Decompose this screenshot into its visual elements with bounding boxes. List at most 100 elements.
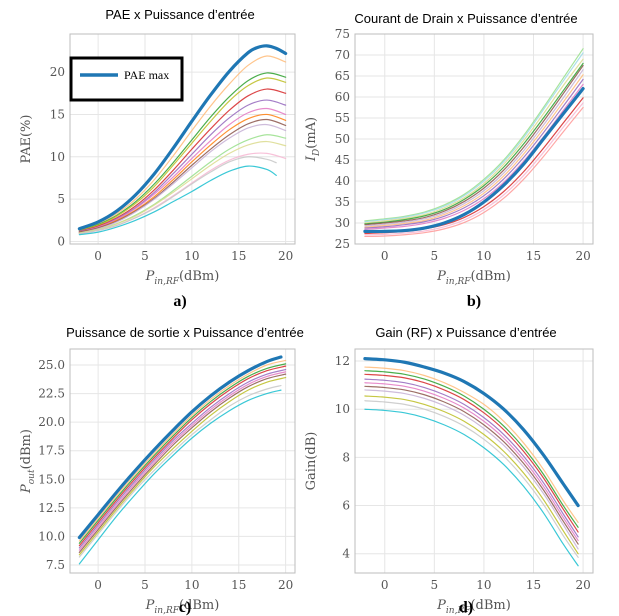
series-lines (363, 48, 585, 238)
x-axis-label-main: P (145, 269, 155, 284)
x-axis-label-unit: (dBm) (470, 598, 510, 613)
chart-title: Puissance de sortie x Puissance d’entrée (66, 325, 304, 340)
x-tick-label: 5 (431, 578, 439, 592)
x-axis-label: Pin,RF(dBm) (145, 269, 220, 287)
x-tick-label: 10 (476, 249, 491, 263)
x-tick-label: 15 (231, 249, 246, 263)
series-line-1 (363, 357, 580, 508)
x-tick-label: 0 (94, 249, 102, 263)
y-axis-label-main: P (19, 484, 34, 494)
y-tick-label: 35 (335, 195, 350, 209)
series-line-4 (78, 77, 287, 232)
chart-title: PAE x Puissance d’entrée (105, 7, 254, 22)
series-line-9 (364, 395, 579, 555)
series-line-4 (78, 365, 287, 547)
legend: PAE max (69, 56, 184, 102)
series-line-12 (364, 102, 584, 236)
x-axis-label-sub: in,RF (154, 277, 179, 287)
x-axis-label: Pin,RF(dBm) (436, 269, 511, 287)
series-line-3 (78, 363, 287, 544)
y-axis-label-unit: (mA) (304, 117, 319, 149)
series-line-4 (364, 373, 579, 533)
series-line-1 (363, 87, 585, 234)
x-tick-label: 0 (381, 249, 389, 263)
series-line-2 (78, 55, 287, 231)
series-line-10 (78, 123, 287, 234)
x-axis-label-sub: in,RF (446, 277, 471, 287)
y-tick-label: 15 (50, 107, 65, 121)
x-tick-label: 20 (278, 578, 293, 592)
series-line-11 (364, 408, 579, 567)
series-line-10 (78, 389, 282, 565)
y-tick-label: 17.5 (38, 444, 65, 458)
x-tick-label: 10 (184, 249, 199, 263)
x-axis-label-unit: (dBm) (179, 269, 219, 284)
y-tick-label: 0 (57, 234, 65, 248)
y-axis-label: Pout(dBm) (19, 429, 37, 494)
panel-label: c) (179, 599, 191, 616)
series-line-15 (78, 165, 277, 236)
series-line-9 (78, 384, 282, 558)
y-tick-label: 20.0 (38, 415, 65, 429)
series-line-5 (78, 368, 287, 549)
x-tick-label: 5 (141, 578, 149, 592)
series-line-6 (364, 382, 579, 542)
y-tick-label: 20 (50, 65, 65, 79)
y-tick-label: 30 (335, 216, 350, 230)
x-axis-label-sub: in,RF (154, 606, 179, 616)
series-line-8 (78, 376, 287, 556)
y-tick-label: 25.0 (38, 358, 65, 372)
series-line-7 (78, 373, 287, 554)
panel-label: b) (467, 293, 481, 310)
series-line-6 (78, 371, 287, 551)
x-tick-label: 0 (381, 578, 389, 592)
series-line-9 (78, 118, 287, 233)
y-tick-label: 10.0 (38, 529, 65, 543)
series-lines (77, 44, 288, 236)
series-line-7 (78, 107, 287, 233)
x-tick-label: 20 (278, 249, 293, 263)
chart-panel-c: Puissance de sortie x Puissance d’entrée… (19, 325, 304, 616)
y-tick-label: 22.5 (38, 387, 65, 401)
series-line-14 (78, 156, 277, 235)
chart-title: Gain (RF) x Puissance d’entrée (375, 325, 556, 340)
x-tick-label: 5 (141, 249, 149, 263)
y-tick-label: 15.0 (38, 472, 65, 486)
y-tick-label: 10 (50, 150, 65, 164)
series-line-5 (364, 62, 584, 225)
y-tick-label: 12.5 (38, 501, 65, 515)
y-axis-label-unit: (dBm) (19, 429, 34, 469)
series-lines (77, 355, 287, 565)
series-line-12 (78, 140, 287, 234)
series-line-8 (78, 113, 287, 233)
series-line-6 (364, 64, 584, 226)
series-line-13 (364, 106, 584, 238)
x-axis-label-main: P (436, 598, 446, 613)
chart-panel-a: PAE x Puissance d’entrée 0 5 10 15 20 0 5 10 15 20… (19, 7, 296, 310)
series-line-10 (364, 400, 579, 558)
x-axis-label-main: P (436, 269, 446, 284)
x-tick-label: 15 (526, 249, 541, 263)
series-line-4 (364, 58, 584, 224)
series-line-7 (364, 69, 584, 227)
x-tick-label: 15 (526, 578, 541, 592)
chart-panel-b: Courant de Drain x Puissance d’entrée 0 5 1… (304, 11, 594, 310)
plot-frame (354, 33, 594, 245)
legend-label: PAE max (124, 68, 169, 82)
series-line-8 (364, 389, 579, 550)
y-axis-label: Gain(dB) (304, 432, 319, 491)
x-axis-label-main: P (145, 598, 155, 613)
y-tick-label: 50 (335, 132, 350, 146)
y-axis-label-main: I (304, 155, 319, 162)
panel-label: a) (173, 293, 186, 310)
x-axis-label-unit: (dBm) (470, 269, 510, 284)
y-axis-label: PAE(%) (19, 115, 34, 164)
series-line-5 (78, 88, 287, 232)
series-line-2 (364, 366, 579, 524)
x-tick-label: 20 (575, 578, 590, 592)
series-line-2 (364, 48, 584, 222)
plot-frame (69, 348, 296, 574)
series-line-1 (77, 44, 288, 231)
x-tick-label: 20 (575, 249, 590, 263)
